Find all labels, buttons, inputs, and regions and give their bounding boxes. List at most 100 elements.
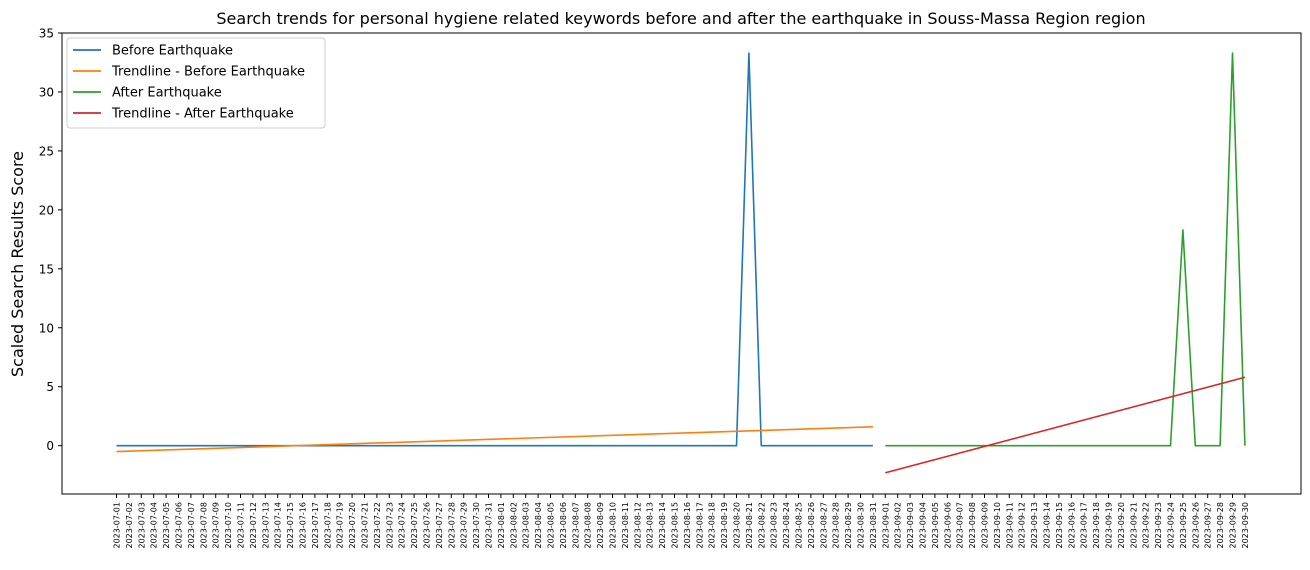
- x-tick-label: 2023-08-30: [857, 502, 866, 549]
- x-tick-label: 2023-09-14: [1043, 502, 1052, 549]
- x-tick-label: 2023-07-31: [485, 502, 494, 549]
- x-tick-label: 2023-07-21: [361, 502, 370, 549]
- series-line-before-earthquake: [116, 52, 873, 447]
- x-tick-label: 2023-08-19: [720, 502, 729, 549]
- x-tick-label: 2023-08-11: [621, 502, 630, 549]
- x-tick-label: 2023-08-25: [795, 502, 804, 549]
- x-tick-label: 2023-09-17: [1080, 502, 1089, 549]
- x-tick-label: 2023-07-16: [299, 502, 308, 549]
- y-tick-label: 5: [46, 380, 54, 394]
- x-tick-label: 2023-07-14: [274, 502, 283, 549]
- x-tick-label: 2023-08-27: [819, 502, 828, 549]
- x-tick-label: 2023-07-05: [162, 502, 171, 549]
- x-tick-label: 2023-07-03: [137, 502, 146, 549]
- y-axis: 0 5 10 15 20 25 30 35: [39, 27, 62, 453]
- x-tick-label: 2023-07-27: [435, 502, 444, 549]
- x-tick-label: 2023-07-22: [373, 502, 382, 549]
- legend-label: Trendline - Before Earthquake: [111, 65, 305, 80]
- x-tick-label: 2023-08-08: [584, 502, 593, 549]
- x-tick-label: 2023-07-12: [249, 502, 258, 549]
- x-tick-label: 2023-08-24: [782, 502, 791, 549]
- x-tick-label: 2023-08-29: [844, 502, 853, 549]
- x-tick-label: 2023-07-18: [323, 502, 332, 549]
- series-line-trendline-after-earthquake: [885, 376, 1246, 474]
- x-tick-label: 2023-09-23: [1154, 502, 1163, 549]
- x-tick-label: 2023-09-24: [1167, 502, 1176, 549]
- x-axis: 2023-07-01 2023-07-02 2023-07-03 2023-07-04…: [113, 494, 1250, 549]
- x-tick-label: 2023-08-01: [497, 502, 506, 549]
- x-tick-label: 2023-07-30: [472, 502, 481, 549]
- x-tick-label: 2023-07-09: [212, 502, 221, 549]
- y-tick-label: 35: [39, 27, 54, 41]
- series-line-trendline-before-earthquake: [116, 426, 873, 453]
- x-tick-label: 2023-09-02: [894, 502, 903, 549]
- y-axis-label: Scaled Search Results Score: [8, 151, 27, 377]
- x-tick-label: 2023-07-13: [261, 502, 270, 549]
- x-tick-label: 2023-07-07: [187, 502, 196, 549]
- x-tick-label: 2023-08-18: [708, 502, 717, 549]
- x-tick-label: 2023-08-26: [807, 502, 816, 549]
- chart-title: Search trends for personal hygiene relat…: [216, 9, 1145, 28]
- x-tick-label: 2023-07-10: [224, 502, 233, 549]
- y-tick-label: 0: [46, 439, 54, 453]
- x-tick-label: 2023-08-10: [609, 502, 618, 549]
- x-tick-label: 2023-09-22: [1142, 502, 1151, 549]
- x-tick-label: 2023-07-02: [125, 502, 134, 549]
- x-tick-label: 2023-08-31: [869, 502, 878, 549]
- x-tick-label: 2023-08-06: [559, 502, 568, 549]
- x-tick-label: 2023-08-23: [770, 502, 779, 549]
- x-tick-label: 2023-08-13: [646, 502, 655, 549]
- legend: Before Earthquake Trendline - Before Eart…: [66, 37, 326, 129]
- x-tick-label: 2023-08-22: [757, 502, 766, 549]
- legend-label: After Earthquake: [112, 86, 222, 101]
- y-tick-label: 10: [39, 321, 54, 335]
- x-tick-label: 2023-07-01: [113, 502, 122, 549]
- x-tick-label: 2023-07-23: [385, 502, 394, 549]
- x-tick-label: 2023-08-02: [509, 502, 518, 549]
- x-tick-label: 2023-07-25: [410, 502, 419, 549]
- series-line-after-earthquake: [885, 52, 1246, 447]
- x-tick-label: 2023-07-17: [311, 502, 320, 549]
- y-tick-label: 20: [39, 203, 54, 217]
- x-tick-label: 2023-09-11: [1005, 502, 1014, 549]
- x-tick-label: 2023-09-04: [919, 502, 928, 549]
- x-tick-label: 2023-07-28: [447, 502, 456, 549]
- x-tick-label: 2023-08-03: [522, 502, 531, 549]
- x-tick-label: 2023-07-15: [286, 502, 295, 549]
- legend-label: Before Earthquake: [112, 44, 233, 59]
- x-tick-label: 2023-09-12: [1018, 502, 1027, 549]
- x-tick-label: 2023-08-28: [832, 502, 841, 549]
- x-tick-label: 2023-07-04: [150, 502, 159, 549]
- x-tick-label: 2023-09-06: [943, 502, 952, 549]
- x-tick-label: 2023-08-04: [534, 502, 543, 549]
- series-layer: [116, 52, 1246, 474]
- x-tick-label: 2023-09-16: [1067, 502, 1076, 549]
- plot-frame: [61, 32, 1302, 495]
- x-tick-label: 2023-08-17: [695, 502, 704, 549]
- legend-label: Trendline - After Earthquake: [111, 107, 294, 122]
- x-tick-label: 2023-09-20: [1117, 502, 1126, 549]
- x-tick-label: 2023-07-11: [237, 502, 246, 549]
- legend-box: [66, 37, 326, 129]
- x-tick-label: 2023-09-18: [1092, 502, 1101, 549]
- x-tick-label: 2023-07-20: [348, 502, 357, 549]
- x-tick-label: 2023-08-14: [658, 502, 667, 549]
- x-tick-label: 2023-09-08: [968, 502, 977, 549]
- x-tick-label: 2023-09-13: [1030, 502, 1039, 549]
- x-tick-label: 2023-09-19: [1105, 502, 1114, 549]
- x-tick-label: 2023-08-15: [671, 502, 680, 549]
- x-tick-label: 2023-09-21: [1129, 502, 1138, 549]
- x-tick-label: 2023-07-29: [460, 502, 469, 549]
- x-tick-label: 2023-09-01: [881, 502, 890, 549]
- x-tick-label: 2023-09-05: [931, 502, 940, 549]
- y-tick-label: 25: [39, 144, 54, 158]
- x-tick-label: 2023-08-16: [683, 502, 692, 549]
- x-tick-label: 2023-09-30: [1241, 502, 1250, 549]
- x-tick-label: 2023-08-05: [547, 502, 556, 549]
- x-tick-label: 2023-09-27: [1204, 502, 1213, 549]
- x-tick-label: 2023-09-29: [1229, 502, 1238, 549]
- x-tick-label: 2023-07-24: [398, 502, 407, 549]
- x-tick-label: 2023-09-26: [1191, 502, 1200, 549]
- x-tick-label: 2023-09-10: [993, 502, 1002, 549]
